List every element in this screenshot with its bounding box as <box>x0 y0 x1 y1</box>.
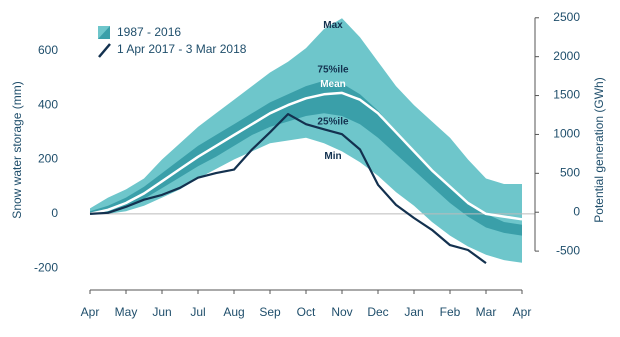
series-annotation: Mean <box>320 79 346 90</box>
series-annotation: 25%ile <box>317 116 349 127</box>
x-tick-label: Jan <box>404 305 423 319</box>
y-tick-label: 600 <box>38 43 58 57</box>
x-tick-label: Aug <box>223 305 244 319</box>
range-band <box>90 18 522 263</box>
x-tick-label: Dec <box>367 305 388 319</box>
legend-line-icon <box>98 43 111 58</box>
y2-tick-label: 1000 <box>553 127 580 141</box>
x-tick-label: Jun <box>152 305 171 319</box>
y2-tick-label: 2000 <box>553 49 580 63</box>
x-tick-label: Nov <box>331 305 352 319</box>
x-tick-label: May <box>115 305 138 319</box>
legend-label: 1 Apr 2017 - 3 Mar 2018 <box>117 42 247 56</box>
x-tick-label: Feb <box>440 305 461 319</box>
y-tick-label: 400 <box>38 97 58 111</box>
y2-axis-title: Potential generation (GWh) <box>592 77 606 222</box>
series-annotation: Max <box>323 20 343 31</box>
y2-tick-label: 0 <box>573 204 580 218</box>
series-annotation: 75%ile <box>317 65 349 76</box>
y-tick-label: 0 <box>51 206 58 220</box>
y-tick-label: 200 <box>38 152 58 166</box>
mean-line <box>89 91 523 221</box>
y2-tick-label: 500 <box>560 166 580 180</box>
x-tick-label: Jul <box>190 305 205 319</box>
quartile-band <box>90 80 522 236</box>
legend-band-icon-dark <box>98 26 110 39</box>
x-tick-label: Mar <box>476 305 497 319</box>
y-tick-label: -200 <box>34 260 58 274</box>
current-line <box>89 113 487 264</box>
y-axis-title: Snow water storage (mm) <box>10 81 24 218</box>
x-tick-label: Apr <box>81 305 100 319</box>
x-tick-label: Oct <box>297 305 316 319</box>
x-tick-label: Sep <box>259 305 281 319</box>
y2-tick-label: 1500 <box>553 88 580 102</box>
series-annotation: Min <box>324 151 341 162</box>
y2-tick-label: 2500 <box>553 10 580 24</box>
x-tick-label: Apr <box>513 305 532 319</box>
legend-label: 1987 - 2016 <box>117 25 181 39</box>
y2-tick-label: -500 <box>556 243 580 257</box>
